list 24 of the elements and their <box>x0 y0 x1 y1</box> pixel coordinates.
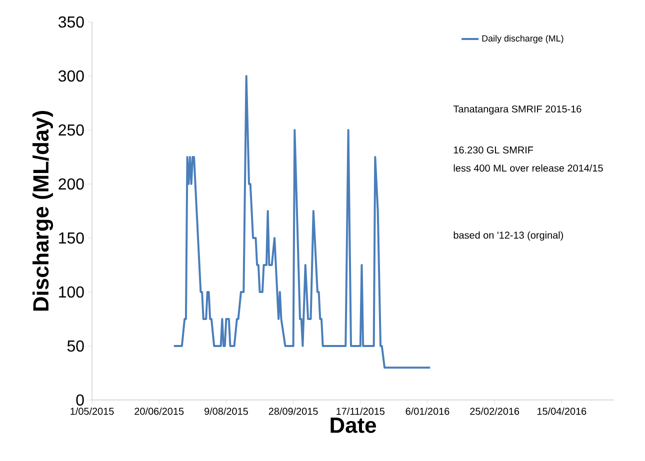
y-tick-label: 300 <box>58 70 84 82</box>
x-tick-label: 15/04/2016 <box>538 408 586 415</box>
x-tick-label: 25/02/2016 <box>470 408 520 415</box>
x-tick-label: 1/05/2015 <box>70 408 114 415</box>
y-tick-label: 350 <box>58 16 84 28</box>
y-tick-label: 0 <box>76 394 84 406</box>
y-tick-label: 100 <box>59 286 84 298</box>
x-tick-label: 20/06/2015 <box>134 408 184 415</box>
line-series <box>172 74 432 369</box>
x-tick-label: 9/08/2015 <box>204 408 248 415</box>
y-tick-label: 50 <box>67 340 84 352</box>
annotation: Tanatangara SMRIF 2015-16 <box>453 105 582 114</box>
annotation: less 400 ML over release 2014/15 <box>454 164 603 172</box>
x-tick-label: 28/09/2015 <box>268 408 318 415</box>
y-tick-label: 150 <box>59 232 84 244</box>
x-axis-title: Date <box>330 418 376 433</box>
annotation: 16.230 GL SMRIF <box>454 146 534 154</box>
y-tick-label: 250 <box>58 124 84 136</box>
y-tick-label: 200 <box>58 178 84 190</box>
legend-label: Daily discharge (ML) <box>482 34 564 44</box>
y-axis-title: Discharge (ML/day) <box>32 111 54 311</box>
x-tick-label: 17/11/2015 <box>336 408 385 415</box>
annotation: based on '12-13 (orginal) <box>454 231 564 241</box>
x-tick-label: 6/01/2016 <box>406 408 450 415</box>
